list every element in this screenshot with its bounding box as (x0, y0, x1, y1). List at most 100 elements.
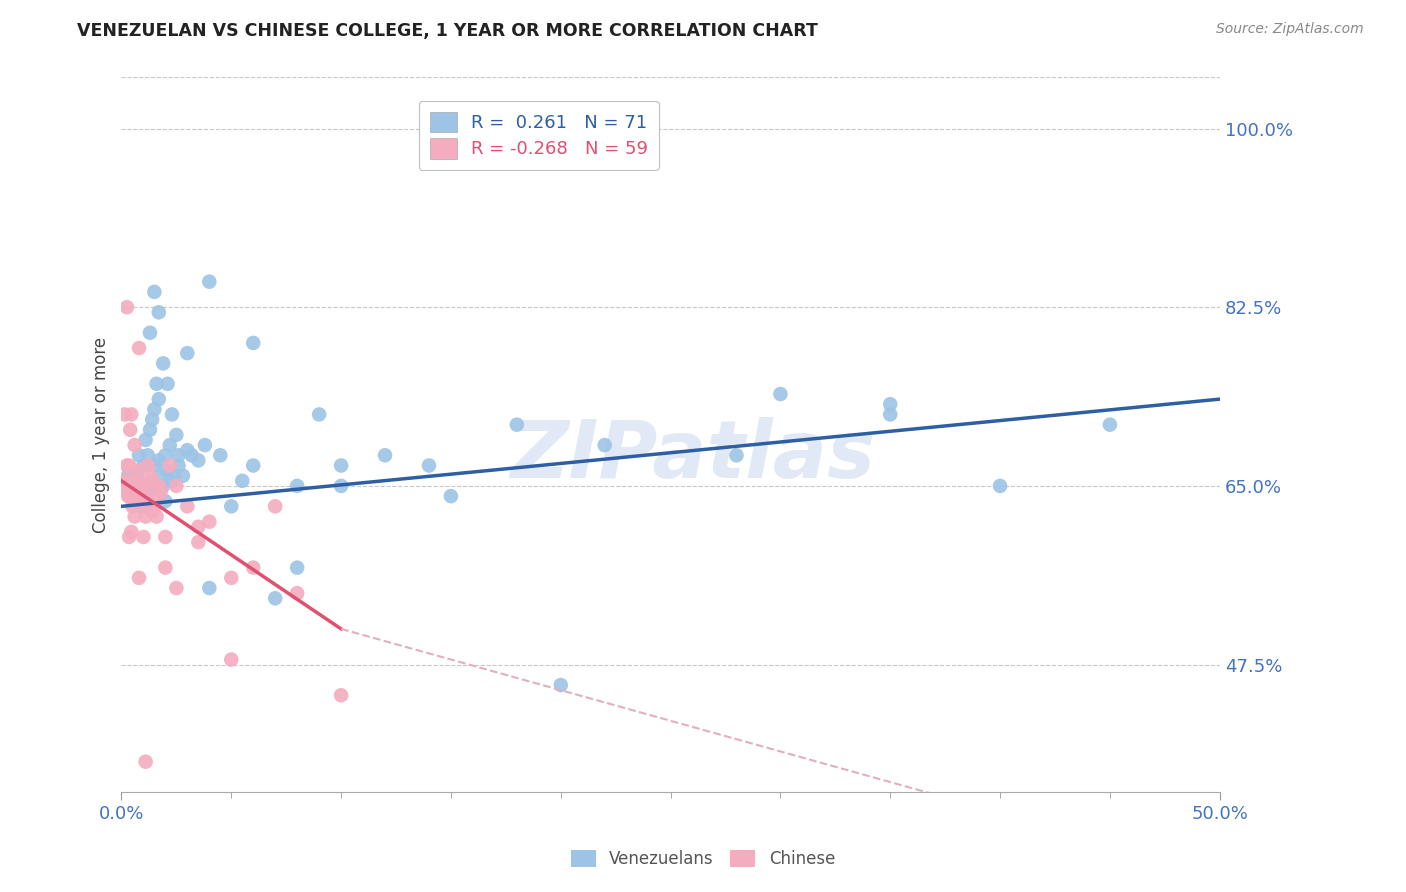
Point (988, 479, 1011, 493)
Point (124, 438, 146, 452)
Point (155, 560, 177, 574)
Point (145, 509, 167, 524)
Point (120, 524, 142, 539)
Point (165, 581, 187, 595)
Point (198, 275, 221, 289)
Point (149, 483, 172, 498)
Point (143, 458, 166, 473)
Point (129, 500, 152, 514)
Point (121, 500, 143, 514)
Point (132, 530, 155, 544)
Point (132, 494, 155, 508)
Point (180, 448, 202, 462)
Point (125, 489, 148, 503)
Point (163, 468, 186, 483)
Point (139, 423, 162, 437)
Point (187, 453, 209, 467)
Point (725, 448, 748, 462)
Point (124, 494, 146, 508)
Point (1098, 417, 1121, 432)
Point (143, 402, 166, 417)
Point (285, 586, 308, 600)
Point (148, 479, 170, 493)
Point (155, 530, 177, 544)
Point (128, 571, 150, 585)
Point (156, 376, 179, 391)
Y-axis label: College, 1 year or more: College, 1 year or more (93, 337, 110, 533)
Point (117, 489, 139, 503)
Point (285, 479, 308, 493)
Point (117, 468, 139, 483)
Point (231, 474, 253, 488)
Point (160, 474, 183, 488)
Point (152, 356, 174, 370)
Legend: R =  0.261   N = 71, R = -0.268   N = 59: R = 0.261 N = 71, R = -0.268 N = 59 (419, 101, 659, 169)
Point (128, 448, 150, 462)
Point (115, 300, 138, 314)
Point (176, 346, 198, 360)
Point (148, 305, 170, 319)
Point (152, 479, 174, 493)
Point (176, 443, 198, 458)
Point (120, 479, 142, 493)
Point (769, 387, 792, 401)
Point (219, 500, 242, 514)
Point (135, 509, 157, 524)
Point (219, 652, 242, 666)
Point (440, 489, 463, 503)
Point (117, 483, 139, 498)
Point (165, 428, 187, 442)
Point (139, 326, 162, 340)
Point (264, 591, 287, 606)
Point (136, 448, 159, 462)
Point (114, 408, 136, 422)
Point (879, 397, 901, 411)
Point (198, 515, 221, 529)
Point (209, 448, 232, 462)
Point (129, 479, 152, 493)
Point (127, 483, 149, 498)
Point (143, 500, 166, 514)
Point (159, 458, 181, 473)
Point (129, 479, 152, 493)
Point (264, 500, 287, 514)
Point (125, 468, 148, 483)
Point (418, 458, 440, 473)
Point (145, 479, 167, 493)
Point (187, 520, 209, 534)
Point (149, 468, 172, 483)
Point (141, 412, 163, 426)
Point (121, 489, 143, 503)
Point (120, 489, 142, 503)
Point (148, 392, 170, 406)
Point (125, 474, 148, 488)
Point (135, 433, 157, 447)
Point (125, 464, 148, 478)
Point (141, 479, 163, 493)
Point (135, 479, 157, 493)
Point (160, 408, 183, 422)
Point (308, 408, 330, 422)
Point (112, 479, 135, 493)
Point (132, 458, 155, 473)
Point (136, 489, 159, 503)
Point (187, 535, 209, 549)
Point (120, 423, 142, 437)
Point (167, 458, 190, 473)
Point (156, 464, 179, 478)
Point (136, 458, 159, 473)
Point (242, 560, 264, 574)
Point (114, 474, 136, 488)
Point (172, 468, 194, 483)
Point (135, 755, 157, 769)
Point (155, 494, 177, 508)
Point (114, 474, 136, 488)
Point (118, 530, 141, 544)
Point (121, 479, 143, 493)
Point (141, 474, 163, 488)
Point (330, 458, 353, 473)
Point (139, 468, 162, 483)
Text: VENEZUELAN VS CHINESE COLLEGE, 1 YEAR OR MORE CORRELATION CHART: VENEZUELAN VS CHINESE COLLEGE, 1 YEAR OR… (77, 22, 818, 40)
Point (129, 479, 152, 493)
Point (122, 479, 145, 493)
